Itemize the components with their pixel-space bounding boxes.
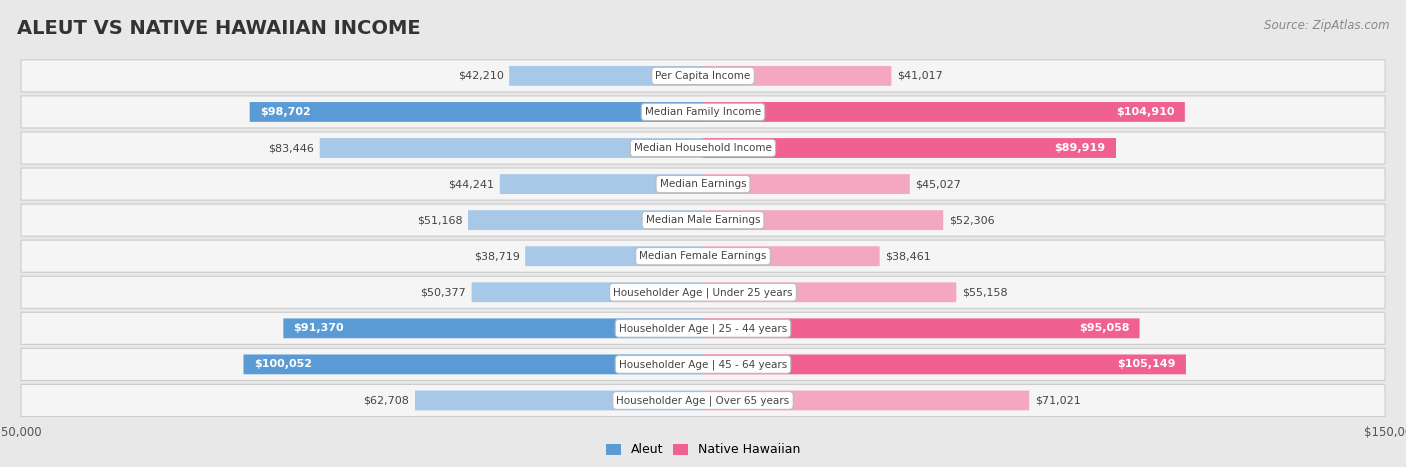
Text: $98,702: $98,702 bbox=[260, 107, 311, 117]
Text: $45,027: $45,027 bbox=[915, 179, 962, 189]
FancyBboxPatch shape bbox=[703, 102, 1185, 122]
FancyBboxPatch shape bbox=[703, 174, 910, 194]
Text: ALEUT VS NATIVE HAWAIIAN INCOME: ALEUT VS NATIVE HAWAIIAN INCOME bbox=[17, 19, 420, 38]
FancyBboxPatch shape bbox=[499, 174, 703, 194]
FancyBboxPatch shape bbox=[471, 283, 703, 302]
Text: $44,241: $44,241 bbox=[449, 179, 495, 189]
Text: Householder Age | 25 - 44 years: Householder Age | 25 - 44 years bbox=[619, 323, 787, 333]
FancyBboxPatch shape bbox=[21, 384, 1385, 417]
Text: Per Capita Income: Per Capita Income bbox=[655, 71, 751, 81]
FancyBboxPatch shape bbox=[21, 348, 1385, 381]
Text: $104,910: $104,910 bbox=[1116, 107, 1174, 117]
Text: Householder Age | Under 25 years: Householder Age | Under 25 years bbox=[613, 287, 793, 297]
Text: Householder Age | 45 - 64 years: Householder Age | 45 - 64 years bbox=[619, 359, 787, 370]
Text: $100,052: $100,052 bbox=[254, 360, 312, 369]
FancyBboxPatch shape bbox=[284, 318, 703, 338]
FancyBboxPatch shape bbox=[250, 102, 703, 122]
FancyBboxPatch shape bbox=[21, 204, 1385, 236]
Text: $89,919: $89,919 bbox=[1054, 143, 1105, 153]
FancyBboxPatch shape bbox=[703, 138, 1116, 158]
FancyBboxPatch shape bbox=[243, 354, 703, 375]
Text: $55,158: $55,158 bbox=[962, 287, 1008, 297]
Text: $83,446: $83,446 bbox=[269, 143, 314, 153]
FancyBboxPatch shape bbox=[703, 354, 1185, 375]
Text: $91,370: $91,370 bbox=[294, 323, 344, 333]
FancyBboxPatch shape bbox=[21, 168, 1385, 200]
Text: $105,149: $105,149 bbox=[1118, 360, 1175, 369]
Text: $42,210: $42,210 bbox=[458, 71, 503, 81]
Text: Median Male Earnings: Median Male Earnings bbox=[645, 215, 761, 225]
Text: $71,021: $71,021 bbox=[1035, 396, 1080, 405]
Text: $38,461: $38,461 bbox=[886, 251, 931, 261]
Text: $52,306: $52,306 bbox=[949, 215, 994, 225]
FancyBboxPatch shape bbox=[21, 240, 1385, 272]
FancyBboxPatch shape bbox=[21, 60, 1385, 92]
FancyBboxPatch shape bbox=[703, 283, 956, 302]
FancyBboxPatch shape bbox=[21, 312, 1385, 344]
FancyBboxPatch shape bbox=[415, 390, 703, 410]
FancyBboxPatch shape bbox=[21, 132, 1385, 164]
FancyBboxPatch shape bbox=[468, 210, 703, 230]
FancyBboxPatch shape bbox=[703, 210, 943, 230]
FancyBboxPatch shape bbox=[703, 66, 891, 86]
FancyBboxPatch shape bbox=[21, 276, 1385, 308]
Text: $62,708: $62,708 bbox=[364, 396, 409, 405]
Legend: Aleut, Native Hawaiian: Aleut, Native Hawaiian bbox=[600, 439, 806, 461]
Text: $50,377: $50,377 bbox=[420, 287, 467, 297]
FancyBboxPatch shape bbox=[319, 138, 703, 158]
Text: $41,017: $41,017 bbox=[897, 71, 942, 81]
FancyBboxPatch shape bbox=[703, 246, 880, 266]
Text: Median Female Earnings: Median Female Earnings bbox=[640, 251, 766, 261]
Text: Householder Age | Over 65 years: Householder Age | Over 65 years bbox=[616, 395, 790, 406]
FancyBboxPatch shape bbox=[703, 390, 1029, 410]
Text: Median Family Income: Median Family Income bbox=[645, 107, 761, 117]
Text: $51,168: $51,168 bbox=[416, 215, 463, 225]
FancyBboxPatch shape bbox=[703, 318, 1140, 338]
Text: Source: ZipAtlas.com: Source: ZipAtlas.com bbox=[1264, 19, 1389, 32]
FancyBboxPatch shape bbox=[526, 246, 703, 266]
Text: $38,719: $38,719 bbox=[474, 251, 520, 261]
FancyBboxPatch shape bbox=[509, 66, 703, 86]
Text: Median Household Income: Median Household Income bbox=[634, 143, 772, 153]
Text: Median Earnings: Median Earnings bbox=[659, 179, 747, 189]
Text: $95,058: $95,058 bbox=[1078, 323, 1129, 333]
FancyBboxPatch shape bbox=[21, 96, 1385, 128]
